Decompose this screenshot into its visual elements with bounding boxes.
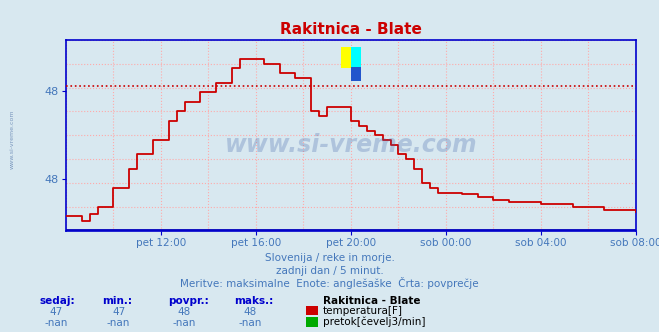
Text: pretok[čevelj3/min]: pretok[čevelj3/min] <box>323 317 426 327</box>
Bar <box>351 47 361 68</box>
Text: 48: 48 <box>244 307 257 317</box>
Text: 47: 47 <box>112 307 125 317</box>
Text: Rakitnica - Blate: Rakitnica - Blate <box>323 296 420 306</box>
Bar <box>351 67 361 81</box>
Text: zadnji dan / 5 minut.: zadnji dan / 5 minut. <box>275 266 384 276</box>
Text: -nan: -nan <box>173 318 196 328</box>
Title: Rakitnica - Blate: Rakitnica - Blate <box>280 22 422 37</box>
Text: 47: 47 <box>49 307 63 317</box>
Text: temperatura[F]: temperatura[F] <box>323 306 403 316</box>
Text: povpr.:: povpr.: <box>168 296 209 306</box>
Text: www.si-vreme.com: www.si-vreme.com <box>9 110 14 169</box>
Text: www.si-vreme.com: www.si-vreme.com <box>225 133 477 157</box>
Text: sedaj:: sedaj: <box>40 296 75 306</box>
Text: 48: 48 <box>178 307 191 317</box>
Text: -nan: -nan <box>107 318 130 328</box>
Text: min.:: min.: <box>102 296 132 306</box>
Text: -nan: -nan <box>239 318 262 328</box>
Text: Meritve: maksimalne  Enote: anglešaške  Črta: povprečje: Meritve: maksimalne Enote: anglešaške Čr… <box>180 277 479 289</box>
Text: Slovenija / reke in morje.: Slovenija / reke in morje. <box>264 253 395 263</box>
Text: -nan: -nan <box>44 318 68 328</box>
Bar <box>341 47 351 68</box>
Text: maks.:: maks.: <box>234 296 273 306</box>
